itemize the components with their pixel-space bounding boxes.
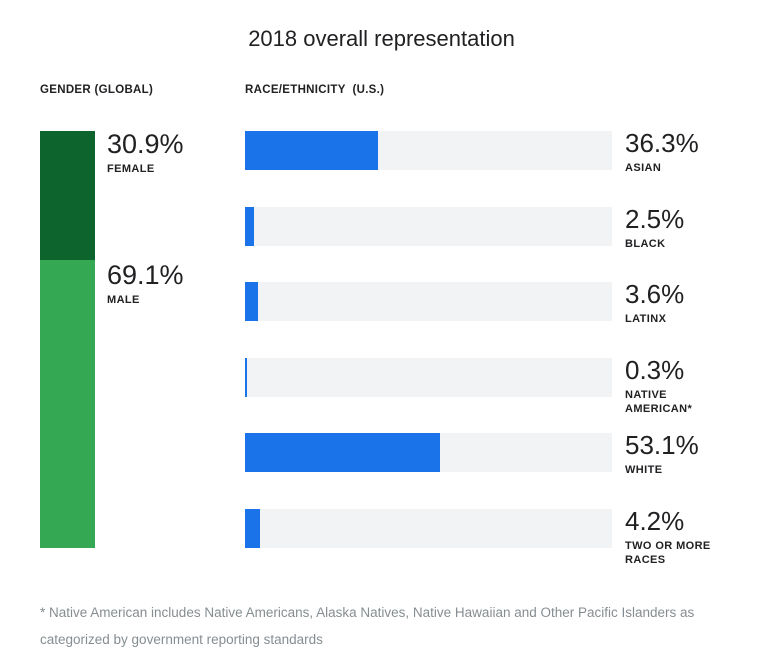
race-bar-fill (245, 357, 248, 397)
male-label-block: 69.1% MALE (107, 260, 184, 307)
race-category-label: WHITE (625, 464, 663, 477)
race-value: 4.2% (625, 505, 685, 536)
race-bar-fill (245, 131, 379, 170)
race-row: 4.2% TWO OR MORE RACES (245, 506, 745, 566)
race-row: 2.5% BLACK (245, 204, 745, 250)
footnote: * Native American includes Native Americ… (40, 605, 695, 647)
race-label-block: 0.3% NATIVE AMERICAN* (625, 354, 717, 416)
race-row: 53.1% WHITE (245, 431, 745, 476)
race-label-block: 2.5% BLACK (625, 203, 717, 251)
male-category-label: MALE (107, 294, 140, 306)
race-value: 3.6% (625, 279, 685, 310)
race-value: 36.3% (625, 128, 699, 158)
race-label-block: 4.2% TWO OR MORE RACES (625, 505, 717, 567)
race-label-block: 53.1% WHITE (625, 431, 717, 477)
race-category-label: TWO OR MORE RACES (625, 539, 711, 566)
race-label-block: 3.6% LATINX (625, 280, 717, 326)
race-bar-fill (245, 206, 255, 246)
female-category-label: FEMALE (107, 163, 155, 175)
male-value: 69.1% (107, 260, 184, 290)
race-bar-track (245, 508, 612, 548)
gender-segment-female (40, 131, 95, 260)
race-row: 0.3% NATIVE AMERICAN* (245, 355, 745, 415)
race-label-block: 36.3% ASIAN (625, 129, 717, 175)
race-row: 3.6% LATINX (245, 280, 745, 325)
race-bar-track (245, 206, 612, 246)
gender-stacked-bar (40, 131, 95, 548)
page-title: 2018 overall representation (248, 26, 515, 51)
race-bar-fill (245, 433, 440, 473)
race-value: 53.1% (625, 430, 699, 461)
race-category-label: ASIAN (625, 162, 662, 174)
race-bar-fill (245, 508, 261, 548)
race-bar-track (245, 282, 612, 322)
race-bar-track (245, 131, 612, 170)
race-value: 2.5% (625, 203, 685, 234)
race-category-label: LATINX (625, 313, 667, 326)
race-value: 0.3% (625, 354, 685, 385)
race-bar-track (245, 433, 612, 473)
gender-section-header: GENDER (GLOBAL) (40, 84, 154, 96)
race-bar-fill (245, 282, 259, 322)
race-row: 36.3% ASIAN (245, 129, 745, 174)
race-section-header: RACE/ETHNICITY (U.S.) (245, 84, 385, 96)
race-category-label: BLACK (625, 237, 666, 250)
race-bar-track (245, 357, 612, 397)
female-label-block: 30.9% FEMALE (107, 129, 184, 176)
race-rows: 36.3% ASIAN 2.5% BLACK 3.6% LATINX (245, 129, 745, 566)
gender-segment-male (40, 259, 95, 548)
female-value: 30.9% (107, 129, 184, 159)
race-category-label: NATIVE AMERICAN* (625, 388, 693, 415)
